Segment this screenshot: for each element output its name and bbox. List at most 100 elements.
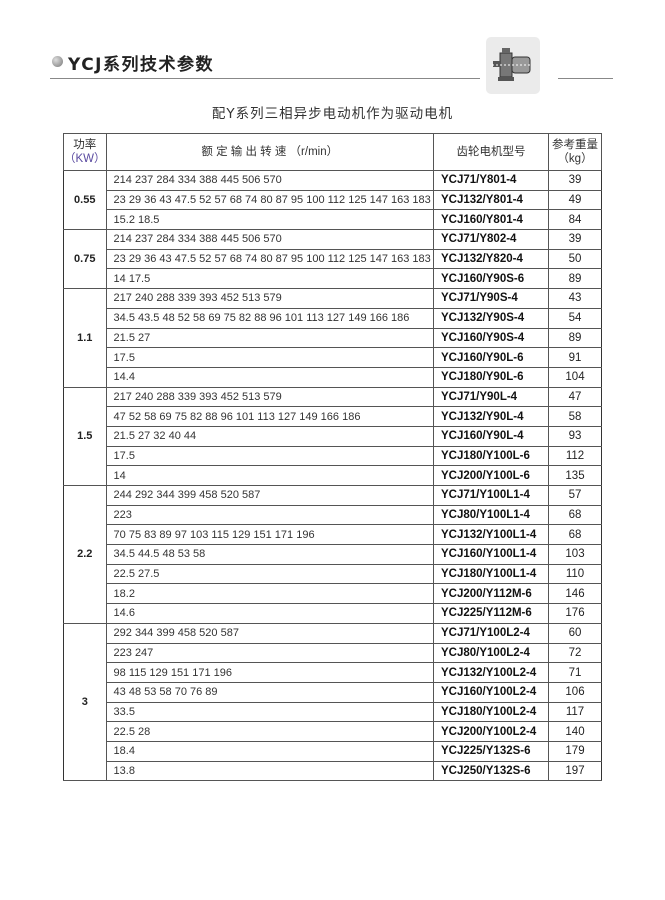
- table-row: 14.4 YCJ180/Y90L-6 104: [64, 366, 602, 388]
- table-row: 34.5 44.5 48 53 58 YCJ160/Y100L1-4 103: [64, 544, 602, 565]
- table-header-row: 功率 （KW） 额 定 输 出 转 速 （r/min） 齿轮电机型号 参考重量 （k…: [63, 133, 602, 171]
- title-bullet-icon: [52, 56, 63, 67]
- table-row: 70 75 83 89 97 103 115 129 151 171 196 YC…: [64, 524, 602, 546]
- model-cell: YCJ71/Y100L1-4: [433, 485, 549, 506]
- weight-cell: 106: [548, 681, 602, 703]
- table-row: 43 48 53 58 70 76 89 YCJ160/Y100L2-4 106: [64, 681, 602, 703]
- weight-cell: 91: [548, 347, 602, 368]
- weight-cell: 197: [548, 760, 602, 782]
- weight-cell: 60: [548, 622, 602, 644]
- speed-cell: 18.2: [105, 583, 435, 605]
- model-cell: YCJ160/Y90L-4: [433, 425, 549, 447]
- model-cell: YCJ132/Y90S-4: [433, 307, 549, 329]
- model-cell: YCJ225/Y132S-6: [433, 740, 549, 762]
- header-power-label: 功率: [73, 139, 97, 151]
- model-cell: YCJ132/Y100L1-4: [433, 524, 549, 546]
- weight-cell: 104: [548, 366, 602, 388]
- header-speed: 额 定 输 出 转 速 （r/min）: [105, 133, 435, 171]
- spec-table: 功率 （KW） 额 定 输 出 转 速 （r/min） 齿轮电机型号 参考重量 （k…: [63, 133, 602, 782]
- speed-cell: 70 75 83 89 97 103 115 129 151 171 196: [105, 524, 435, 546]
- table-row: 17.5 YCJ180/Y100L-6 112: [64, 445, 602, 467]
- weight-cell: 176: [548, 603, 602, 624]
- speed-cell: 13.8: [105, 760, 435, 782]
- model-cell: YCJ160/Y100L2-4: [433, 681, 549, 703]
- model-cell: YCJ71/Y100L2-4: [433, 622, 549, 644]
- table-row: 14 17.5 YCJ160/Y90S-6 89: [64, 268, 602, 290]
- speed-cell: 33.5: [105, 701, 435, 723]
- table-subtitle: 配Y系列三相异步电动机作为驱动电机: [211, 106, 454, 122]
- header-power: 功率 （KW）: [63, 133, 107, 171]
- weight-cell: 112: [548, 445, 602, 467]
- table-row: 34.5 43.5 48 52 58 69 75 82 88 96 101 11…: [64, 307, 602, 329]
- speed-cell: 14 17.5: [105, 268, 435, 290]
- weight-cell: 43: [548, 288, 602, 309]
- table-row: 223 247 YCJ80/Y100L2-4 72: [64, 642, 602, 664]
- header-model: 齿轮电机型号: [433, 133, 549, 171]
- header-weight-label: 参考重量: [552, 139, 598, 151]
- table-row: 47 52 58 69 75 82 88 96 101 113 127 149 …: [64, 406, 602, 427]
- table-row: 17.5 YCJ160/Y90L-6 91: [64, 347, 602, 368]
- header-weight: 参考重量 （kg）: [548, 133, 602, 171]
- speed-cell: 43 48 53 58 70 76 89: [105, 681, 435, 703]
- speed-cell: 23 29 36 43 47.5 52 57 68 74 80 87 95 10…: [105, 189, 435, 211]
- model-cell: YCJ160/Y801-4: [433, 209, 549, 231]
- table-row: 13.8 YCJ250/Y132S-6 197: [64, 760, 602, 782]
- table-row: 98 115 129 151 171 196 YCJ132/Y100L2-4 71: [64, 662, 602, 683]
- table-row: 0.55 214 237 284 334 388 445 506 570 YCJ71…: [63, 169, 602, 231]
- gear-motor-icon: [486, 37, 540, 94]
- speed-cell: 22.5 28: [105, 721, 435, 742]
- header-rule: [50, 78, 480, 79]
- table-row: 14.6 YCJ225/Y112M-6 176: [64, 603, 602, 624]
- model-cell: YCJ80/Y100L1-4: [433, 504, 549, 526]
- weight-cell: 117: [548, 701, 602, 723]
- speed-cell: 34.5 43.5 48 52 58 69 75 82 88 96 101 11…: [105, 307, 435, 329]
- model-cell: YCJ250/Y132S-6: [433, 760, 549, 782]
- speed-cell: 14.6: [105, 603, 435, 624]
- speed-cell: 244 292 344 399 458 520 587: [105, 485, 435, 506]
- table-row: 22.5 28 YCJ200/Y100L2-4 140: [64, 721, 602, 742]
- weight-cell: 39: [548, 229, 602, 250]
- weight-cell: 50: [548, 248, 602, 270]
- table-row: 14 YCJ200/Y100L-6 135: [64, 465, 602, 486]
- table-row: 1.5 217 240 288 339 393 452 513 579 YCJ71/…: [63, 386, 602, 487]
- header-power-unit: （KW）: [64, 153, 106, 165]
- weight-cell: 140: [548, 721, 602, 742]
- speed-cell: 223: [105, 504, 435, 526]
- model-cell: YCJ132/Y820-4: [433, 248, 549, 270]
- table-row: 21.5 27 32 40 44 YCJ160/Y90L-4 93: [64, 425, 602, 447]
- speed-cell: 21.5 27: [105, 327, 435, 349]
- model-cell: YCJ160/Y90S-6: [433, 268, 549, 290]
- model-cell: YCJ180/Y100L2-4: [433, 701, 549, 723]
- header-weight-unit: （kg）: [557, 153, 593, 165]
- table-row: 23 29 36 43 47.5 52 57 68 74 80 87 95 10…: [64, 189, 602, 211]
- weight-cell: 103: [548, 544, 602, 565]
- table-row: 22.5 27.5 YCJ180/Y100L1-4 110: [64, 563, 602, 585]
- weight-cell: 135: [548, 465, 602, 486]
- model-cell: YCJ200/Y100L2-4: [433, 721, 549, 742]
- speed-cell: 17.5: [105, 347, 435, 368]
- model-cell: YCJ225/Y112M-6: [433, 603, 549, 624]
- model-cell: YCJ71/Y801-4: [433, 170, 549, 191]
- model-cell: YCJ200/Y112M-6: [433, 583, 549, 605]
- speed-cell: 292 344 399 458 520 587: [105, 622, 435, 644]
- header-rule-right: [558, 78, 613, 79]
- weight-cell: 39: [548, 170, 602, 191]
- weight-cell: 54: [548, 307, 602, 329]
- weight-cell: 57: [548, 485, 602, 506]
- power-cell: 1.1: [63, 288, 107, 388]
- weight-cell: 58: [548, 406, 602, 427]
- power-cell: 2.2: [63, 485, 107, 624]
- table-row: 223 YCJ80/Y100L1-4 68: [64, 504, 602, 526]
- model-cell: YCJ180/Y100L-6: [433, 445, 549, 467]
- table-row: 21.5 27 YCJ160/Y90S-4 89: [64, 327, 602, 349]
- speed-cell: 34.5 44.5 48 53 58: [105, 544, 435, 565]
- table-body: 0.55 214 237 284 334 388 445 506 570 YCJ71…: [63, 169, 602, 782]
- table-row: 3 292 344 399 458 520 587 YCJ71/Y100L2-4 60: [63, 622, 602, 782]
- table-row: 1.1 217 240 288 339 393 452 513 579 YCJ71/…: [63, 288, 602, 388]
- speed-cell: 217 240 288 339 393 452 513 579: [105, 386, 435, 408]
- speed-cell: 214 237 284 334 388 445 506 570: [105, 170, 435, 191]
- model-cell: YCJ160/Y100L1-4: [433, 544, 549, 565]
- power-cell: 1.5: [63, 386, 107, 487]
- weight-cell: 179: [548, 740, 602, 762]
- power-cell: 0.75: [63, 229, 107, 290]
